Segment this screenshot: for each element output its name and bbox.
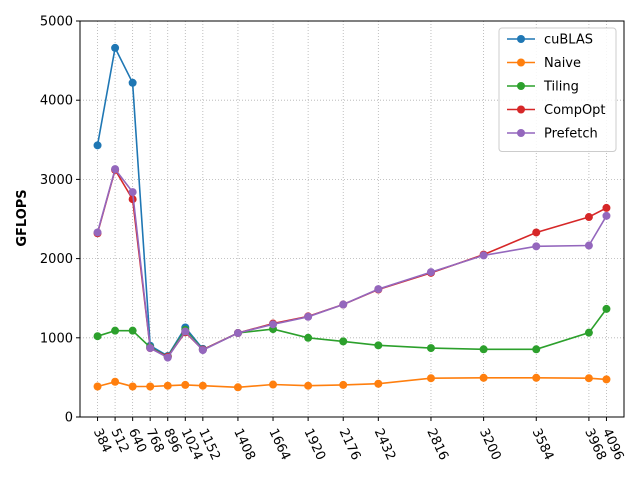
data-point (532, 345, 541, 354)
legend-label: CompOpt (544, 103, 606, 118)
legend-swatch-marker (517, 105, 525, 114)
data-point (374, 285, 383, 294)
data-point (584, 374, 593, 383)
data-point (269, 320, 278, 329)
data-point (181, 380, 190, 389)
data-point (532, 373, 541, 382)
data-point (602, 304, 611, 313)
legend-item: CompOpt (507, 103, 606, 118)
data-point (584, 213, 593, 222)
data-point (93, 332, 102, 341)
legend-label: cuBLAS (544, 33, 593, 48)
y-tick-label: 4000 (40, 94, 73, 109)
legend-label: Prefetch (544, 127, 598, 142)
data-point (479, 345, 488, 354)
data-point (111, 377, 120, 386)
series-lines (93, 43, 611, 392)
legend-item: cuBLAS (507, 33, 593, 48)
y-tick-label: 3000 (40, 173, 73, 188)
legend-item: Naive (507, 56, 581, 71)
data-point (233, 329, 242, 338)
data-point (128, 78, 137, 87)
data-point (426, 374, 435, 383)
series-naive (93, 373, 611, 392)
data-point (111, 326, 120, 335)
legend-box (498, 27, 617, 152)
legend-swatch-marker (517, 35, 525, 43)
data-point (426, 344, 435, 353)
data-point (111, 43, 120, 52)
series-prefetch (93, 165, 611, 362)
data-point (93, 228, 102, 237)
data-point (93, 382, 102, 391)
data-point (146, 382, 155, 391)
axes: 0100020003000400050003845126407688961024… (40, 15, 627, 463)
y-tick-label: 1000 (40, 331, 73, 346)
data-point (163, 381, 172, 390)
data-point (479, 373, 488, 382)
data-point (128, 382, 137, 391)
legend-item: Tiling (507, 80, 579, 95)
data-point (339, 337, 348, 346)
data-point (181, 327, 190, 336)
data-point (128, 188, 137, 197)
data-point (304, 333, 313, 342)
data-point (93, 141, 102, 150)
data-point (479, 251, 488, 260)
data-point (584, 328, 593, 337)
plot-frame (79, 20, 625, 418)
data-point (339, 300, 348, 309)
y-tick-label: 0 (65, 411, 73, 426)
data-point (269, 380, 278, 389)
data-point (339, 380, 348, 389)
data-point (304, 381, 313, 390)
legend-label: Naive (544, 56, 581, 71)
data-point (602, 375, 611, 384)
data-point (163, 353, 172, 362)
data-point (584, 241, 593, 250)
data-point (602, 211, 611, 220)
y-tick-label: 2000 (40, 252, 73, 267)
data-point (146, 344, 155, 353)
data-point (111, 165, 120, 174)
data-point (532, 228, 541, 237)
data-point (304, 312, 313, 321)
data-point (602, 203, 611, 212)
data-point (374, 341, 383, 350)
legend-swatch-marker (517, 58, 525, 67)
data-point (233, 383, 242, 392)
legend: cuBLAS Naive Tiling CompOpt Prefetch (498, 27, 617, 152)
y-tick-label: 5000 (40, 15, 73, 30)
data-point (198, 381, 207, 390)
data-point (426, 268, 435, 277)
data-point (128, 326, 137, 335)
data-point (374, 379, 383, 388)
y-axis-label: GFLOPS (15, 189, 30, 246)
legend-label: Tiling (543, 80, 579, 95)
legend-item: Prefetch (507, 127, 598, 142)
legend-swatch-marker (517, 82, 525, 90)
legend-swatch-marker (517, 129, 525, 137)
data-point (532, 242, 541, 251)
data-point (198, 346, 207, 355)
